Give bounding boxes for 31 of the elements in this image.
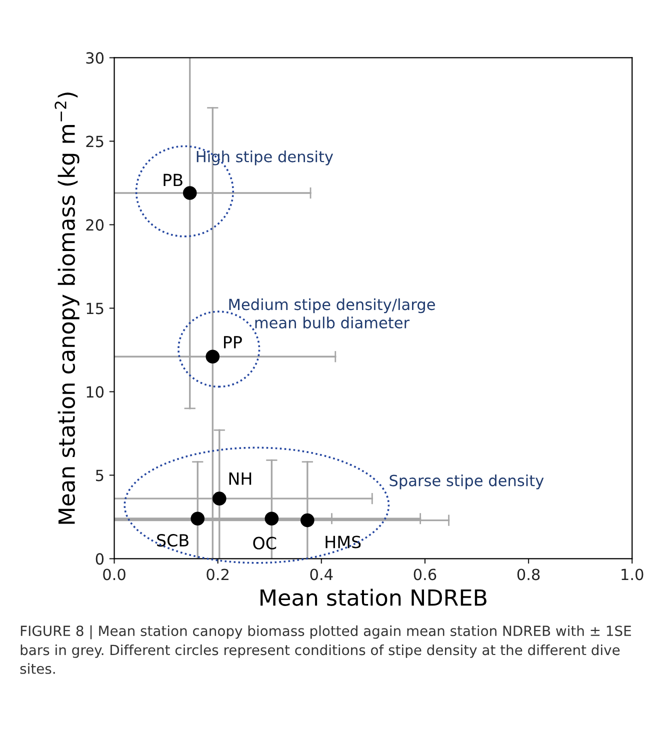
y-axis-title: Mean station canopy biomass (kg m$^{−2}$) xyxy=(54,92,80,524)
annotation: SCB xyxy=(157,534,188,547)
y-tick-label: 15 xyxy=(86,302,104,314)
y-tick-label: 10 xyxy=(86,386,104,398)
x-tick-label: 0.2 xyxy=(206,568,228,580)
y-tick-label: 30 xyxy=(86,52,104,64)
annotation: Medium stipe density/large mean bulb diameter xyxy=(229,298,435,328)
annotation: PP xyxy=(224,336,242,348)
y-tick-label: 5 xyxy=(96,470,104,482)
point xyxy=(190,512,205,526)
annotation: HMS xyxy=(326,536,361,548)
y-tick-label: 20 xyxy=(86,219,104,231)
point xyxy=(206,350,220,364)
annotation: PB xyxy=(164,174,182,186)
x-tick-label: 0.8 xyxy=(517,568,540,580)
caption: FIGURE 8 | Mean station canopy biomass plotted again mean station NDREB with ± 1SE bars in grey. Different circles represent conditions of stipe density at the different dive sites. xyxy=(20,625,631,674)
x-tick-label: 0.6 xyxy=(414,568,436,580)
x-axis-title: Mean station NDREB xyxy=(260,588,486,606)
point xyxy=(182,186,197,200)
point xyxy=(264,512,279,526)
y-tick-label: 25 xyxy=(86,136,104,148)
x-tick-label: 0.0 xyxy=(103,568,126,580)
annotation: NH xyxy=(229,472,252,485)
annotation: Sparse stipe density xyxy=(390,474,544,490)
annotation: OC xyxy=(253,536,276,550)
point xyxy=(212,492,226,506)
y-tick-label: 0 xyxy=(96,553,104,565)
x-tick-label: 0.4 xyxy=(310,568,333,580)
x-tick-label: 1.0 xyxy=(622,568,644,580)
point xyxy=(300,513,314,528)
annotation: High stipe density xyxy=(196,150,334,166)
